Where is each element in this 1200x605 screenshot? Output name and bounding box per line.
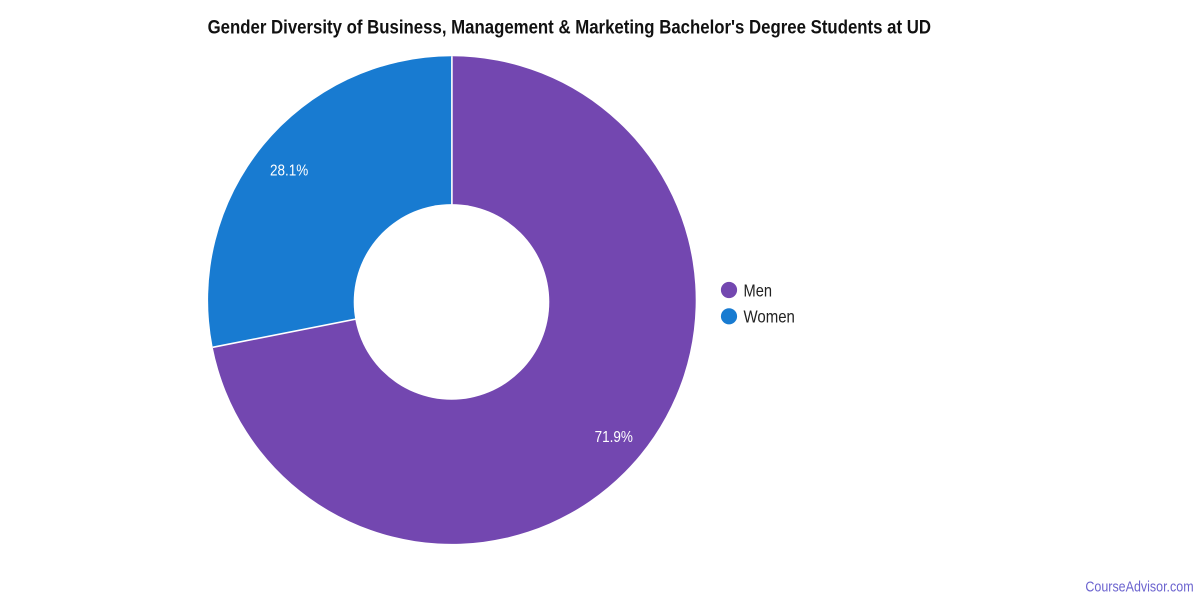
svg-text:Gender Diversity of Business,: Gender Diversity of Business, Management… [208, 17, 932, 38]
svg-text:CourseAdvisor.com: CourseAdvisor.com [1085, 579, 1193, 595]
svg-text:Women: Women [744, 307, 795, 327]
svg-text:Men: Men [744, 280, 773, 300]
svg-text:71.9%: 71.9% [595, 429, 633, 446]
svg-text:28.1%: 28.1% [270, 162, 308, 179]
